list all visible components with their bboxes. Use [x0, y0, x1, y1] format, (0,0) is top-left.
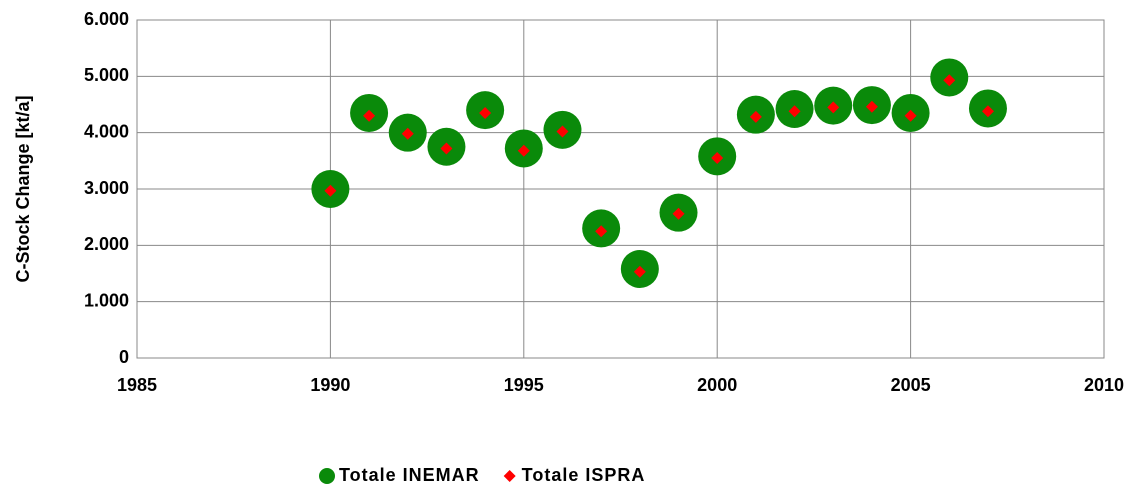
- y-tick-label: 1.000: [84, 290, 129, 310]
- legend-symbol: [319, 468, 335, 484]
- point: [595, 225, 608, 238]
- point: [749, 110, 762, 123]
- point: [943, 74, 956, 87]
- point: [440, 142, 453, 155]
- y-axis-label: C-Stock Change [kt/a]: [13, 95, 33, 282]
- y-tick-label: 2.000: [84, 234, 129, 254]
- point: [672, 207, 685, 220]
- point: [827, 101, 840, 114]
- legend-label: Totale ISPRA: [522, 465, 646, 485]
- point: [324, 184, 337, 197]
- x-tick-label: 1985: [117, 375, 157, 395]
- plot-frame: [136, 19, 1105, 359]
- point: [479, 106, 492, 119]
- x-tick-label: 1990: [310, 375, 350, 395]
- legend-label: Totale INEMAR: [339, 465, 480, 485]
- x-tick-label: 2010: [1084, 375, 1124, 395]
- x-tick-label: 2000: [697, 375, 737, 395]
- point: [904, 109, 917, 122]
- point: [401, 127, 414, 140]
- point: [711, 152, 724, 165]
- y-tick-label: 0: [119, 347, 129, 367]
- y-tick-label: 5.000: [84, 65, 129, 85]
- x-tick-label: 1995: [504, 375, 544, 395]
- x-tick-label: 2005: [891, 375, 931, 395]
- point: [517, 144, 530, 157]
- point: [981, 105, 994, 118]
- point: [788, 105, 801, 118]
- y-tick-label: 4.000: [84, 121, 129, 141]
- point: [633, 265, 646, 278]
- point: [363, 109, 376, 122]
- point: [865, 100, 878, 113]
- y-tick-label: 6.000: [84, 9, 129, 29]
- legend-symbol: [503, 470, 516, 482]
- y-tick-label: 3.000: [84, 178, 129, 198]
- point: [556, 125, 569, 138]
